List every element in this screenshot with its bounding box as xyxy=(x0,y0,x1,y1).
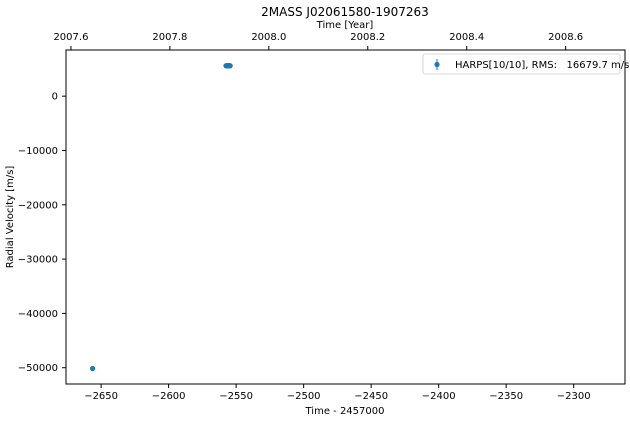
x-tick-label: −2650 xyxy=(84,391,118,402)
legend-box xyxy=(422,53,621,75)
y-tick-label: −10000 xyxy=(18,146,58,157)
x-tick-label: −2550 xyxy=(219,391,253,402)
plot-frame xyxy=(65,49,626,385)
top-tick-label: 2008.0 xyxy=(251,32,286,43)
data-point xyxy=(227,63,233,69)
legend-marker xyxy=(434,61,440,68)
top-tick-label: 2008.4 xyxy=(449,32,484,43)
x-tick-label: −2300 xyxy=(557,391,591,402)
top-axis-label: Time [Year] xyxy=(316,20,374,31)
x-tick-label: −2400 xyxy=(422,391,456,402)
left-axis-ticks: 0 −10000 −20000 −30000 −40000 −50000 xyxy=(18,92,66,374)
legend-label: HARPS[10/10], RMS: 16679.7 m/s xyxy=(455,60,629,71)
top-axis-ticks: 2007.6 2007.8 2008.0 2008.2 2008.4 2008.6 xyxy=(53,32,583,50)
data-point xyxy=(89,365,96,372)
top-tick-label: 2007.6 xyxy=(53,32,88,43)
top-tick-label: 2008.6 xyxy=(548,32,583,43)
y-tick-label: −50000 xyxy=(18,363,58,374)
y-axis-label: Radial Velocity [m/s] xyxy=(5,166,16,269)
x-tick-label: −2600 xyxy=(152,391,186,402)
legend: HARPS[10/10], RMS: 16679.7 m/s xyxy=(422,53,629,75)
top-tick-label: 2007.8 xyxy=(152,32,187,43)
chart-title: 2MASS J02061580-1907263 xyxy=(261,5,429,19)
y-tick-label: −20000 xyxy=(18,200,58,211)
x-tick-label: −2450 xyxy=(354,391,388,402)
y-tick-label: −40000 xyxy=(18,309,58,320)
data-markers xyxy=(89,62,233,372)
top-tick-label: 2008.2 xyxy=(350,32,385,43)
y-tick-label: 0 xyxy=(52,92,58,103)
x-tick-label: −2350 xyxy=(489,391,523,402)
y-tick-label: −30000 xyxy=(18,255,58,266)
bottom-axis-ticks: −2650 −2600 −2550 −2500 −2450 −2400 −2350 −2300 xyxy=(84,384,591,402)
x-axis-label: Time - 2457000 xyxy=(305,406,385,417)
x-tick-label: −2500 xyxy=(287,391,321,402)
